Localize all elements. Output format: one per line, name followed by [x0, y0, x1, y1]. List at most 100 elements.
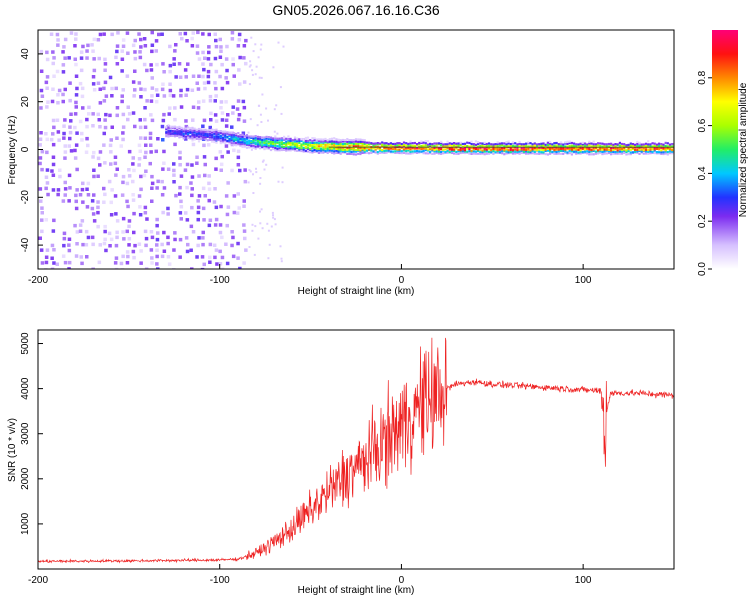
heatmap-cell: [538, 143, 541, 146]
heatmap-cell: [431, 146, 434, 149]
heatmap-cell: [131, 179, 135, 184]
heatmap-cell: [450, 151, 454, 154]
heatmap-cell: [335, 144, 338, 148]
heatmap-cell: [69, 119, 73, 123]
heatmap-cell: [127, 219, 132, 223]
heatmap-cell: [45, 137, 49, 142]
heatmap-cell: [333, 137, 336, 140]
heatmap-cell: [557, 148, 560, 151]
heatmap-cell: [505, 152, 508, 155]
heatmap-cell: [333, 152, 336, 155]
heatmap-cell: [405, 144, 408, 147]
heatmap-cell: [241, 133, 244, 136]
heatmap-cell: [322, 151, 325, 154]
heatmap-cell: [104, 94, 109, 98]
heatmap-cell: [540, 152, 543, 155]
heatmap-cell: [213, 255, 217, 260]
heatmap-cell: [400, 142, 403, 146]
heatmap-cell: [653, 147, 656, 150]
heatmap-cell: [207, 187, 212, 191]
heatmap-cell: [239, 137, 242, 140]
heatmap-cell: [236, 149, 241, 154]
heatmap-cell: [191, 129, 194, 132]
heatmap-cell: [287, 135, 290, 138]
heatmap-cell: [535, 152, 539, 155]
heatmap-cell: [102, 32, 106, 36]
heatmap-cell: [178, 132, 181, 135]
heatmap-cell: [243, 141, 246, 144]
heatmap-cell: [468, 147, 471, 151]
heatmap-cell: [137, 81, 142, 85]
heatmap-cell: [150, 30, 154, 35]
heatmap-cell: [359, 142, 362, 145]
heatmap-cell: [243, 145, 246, 148]
heatmap-cell: [251, 69, 254, 72]
heatmap-cell: [605, 146, 608, 150]
heatmap-cell: [131, 198, 136, 202]
heatmap-cell: [257, 237, 260, 240]
heatmap-cell: [68, 130, 73, 135]
heatmap-cell: [374, 142, 377, 145]
heatmap-cell: [555, 141, 558, 145]
heatmap-cell: [45, 57, 50, 62]
heatmap-cell: [607, 151, 611, 155]
heatmap-cell: [260, 76, 263, 79]
heatmap-cell: [337, 148, 340, 151]
heatmap-cell: [498, 148, 501, 151]
heatmap-cell: [662, 151, 665, 154]
heatmap-cell: [483, 153, 486, 156]
heatmap-cell: [562, 147, 565, 150]
heatmap-cell: [328, 143, 331, 146]
heatmap-cell: [58, 168, 62, 172]
heatmap-cell: [138, 213, 143, 217]
heatmap-cell: [546, 147, 549, 150]
heatmap-cell: [518, 152, 521, 155]
heatmap-cell: [389, 142, 392, 145]
heatmap-cell: [184, 130, 187, 133]
heatmap-cell: [61, 199, 66, 203]
heatmap-cell: [557, 150, 560, 153]
heatmap-cell: [150, 43, 155, 47]
heatmap-cell: [263, 136, 266, 139]
heatmap-cell: [634, 148, 637, 151]
heatmap-cell: [546, 141, 549, 144]
heatmap-cell: [38, 137, 43, 141]
heatmap-cell: [396, 149, 399, 152]
heatmap-cell: [220, 255, 225, 260]
heatmap-cell: [267, 257, 270, 260]
heatmap-cell: [189, 127, 192, 130]
heatmap-cell: [245, 140, 249, 143]
heatmap-cell: [503, 149, 506, 152]
heatmap-cell: [196, 30, 200, 35]
heatmap-cell: [73, 148, 77, 153]
heatmap-cell: [230, 125, 234, 129]
heatmap-cell: [531, 146, 534, 149]
heatmap-cell: [271, 211, 274, 214]
heatmap-cell: [144, 150, 148, 155]
heatmap-cell: [304, 139, 307, 142]
heatmap-cell: [474, 143, 477, 146]
heatmap-cell: [644, 142, 648, 145]
heatmap-cell: [219, 168, 223, 172]
heatmap-cell: [80, 261, 84, 266]
x-tick-label: -100: [210, 575, 230, 586]
heatmap-cell: [114, 86, 118, 91]
heatmap-cell: [368, 143, 371, 146]
heatmap-cell: [278, 147, 281, 150]
heatmap-cell: [394, 142, 397, 145]
heatmap-cell: [326, 140, 329, 143]
heatmap-cell: [202, 136, 205, 139]
heatmap-cell: [80, 187, 85, 192]
heatmap-cell: [232, 148, 236, 153]
heatmap-cell: [372, 144, 375, 147]
heatmap-cell: [315, 143, 318, 146]
heatmap-cell: [149, 68, 154, 72]
heatmap-cell: [625, 149, 628, 152]
heatmap-cell: [221, 136, 225, 139]
heatmap-cell: [219, 142, 222, 145]
heatmap-cell: [540, 146, 543, 149]
heatmap-cell: [237, 142, 240, 145]
heatmap-cell: [44, 175, 49, 179]
heatmap-cell: [161, 82, 165, 86]
heatmap-cell: [503, 146, 506, 150]
